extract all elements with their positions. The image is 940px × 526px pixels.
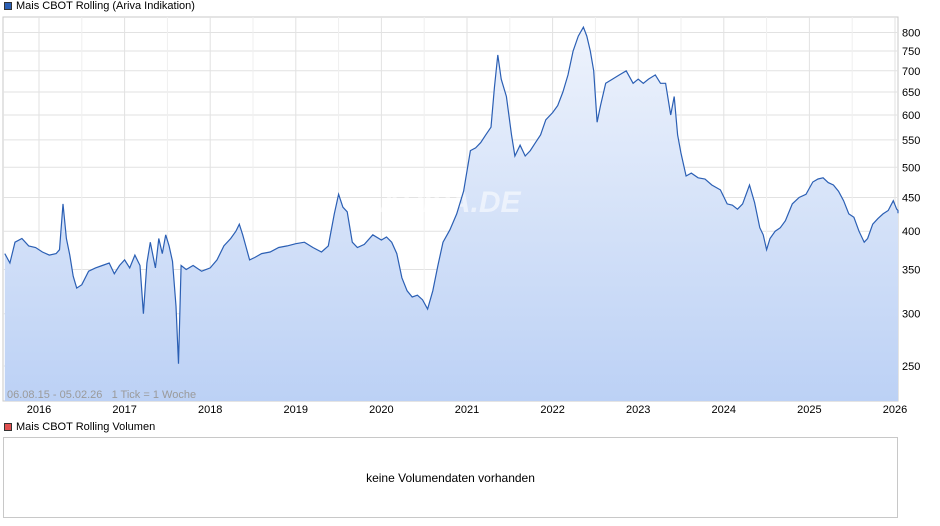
y-tick-label: 650 (902, 87, 920, 99)
y-tick-label: 400 (902, 226, 920, 238)
x-tick-label: 2025 (797, 404, 821, 416)
x-tick-label: 2019 (284, 404, 308, 416)
x-axis-ticks: 2016 2017 2018 2019 2020 2021 2022 2023 2024 2025… (27, 404, 907, 416)
y-tick-label: 700 (902, 66, 920, 78)
price-legend-label: Mais CBOT Rolling (Ariva Indikation) (16, 0, 195, 12)
volume-legend-swatch (4, 423, 12, 431)
price-legend-swatch (4, 2, 12, 10)
y-tick-label: 750 (902, 46, 920, 58)
y-tick-label: 250 (902, 361, 920, 373)
volume-legend: Mais CBOT Rolling Volumen (4, 421, 155, 434)
y-tick-label: 600 (902, 110, 920, 122)
x-tick-label: 2021 (455, 404, 479, 416)
x-tick-label: 2023 (626, 404, 650, 416)
y-tick-label: 300 (902, 309, 920, 321)
volume-empty-message: keine Volumendaten vorhanden (366, 471, 535, 485)
watermark-logo: ARIVA.DE (378, 186, 521, 219)
price-legend: Mais CBOT Rolling (Ariva Indikation) (4, 0, 195, 13)
date-range-info: 06.08.15 - 05.02.26 1 Tick = 1 Woche (7, 389, 196, 401)
x-tick-label: 2016 (27, 404, 51, 416)
volume-legend-label: Mais CBOT Rolling Volumen (16, 421, 156, 433)
x-tick-label: 2026 (883, 404, 907, 416)
y-tick-label: 550 (902, 135, 920, 147)
y-tick-label: 450 (902, 192, 920, 204)
x-tick-label: 2017 (112, 404, 136, 416)
x-tick-label: 2018 (198, 404, 222, 416)
x-tick-label: 2020 (369, 404, 393, 416)
price-chart: ARIVA.DE 250 300 350 400 450 500 550 600 650 700 7… (2, 16, 920, 416)
x-tick-label: 2022 (540, 404, 564, 416)
x-tick-label: 2024 (712, 404, 736, 416)
price-area-fill (4, 27, 899, 401)
y-axis-ticks: 250 300 350 400 450 500 550 600 650 700 750 800 (902, 28, 920, 374)
price-line (4, 25, 899, 364)
y-tick-label: 500 (902, 162, 920, 174)
y-tick-label: 350 (902, 265, 920, 277)
volume-panel: keine Volumendaten vorhanden (3, 437, 898, 518)
y-tick-label: 800 (902, 28, 920, 40)
